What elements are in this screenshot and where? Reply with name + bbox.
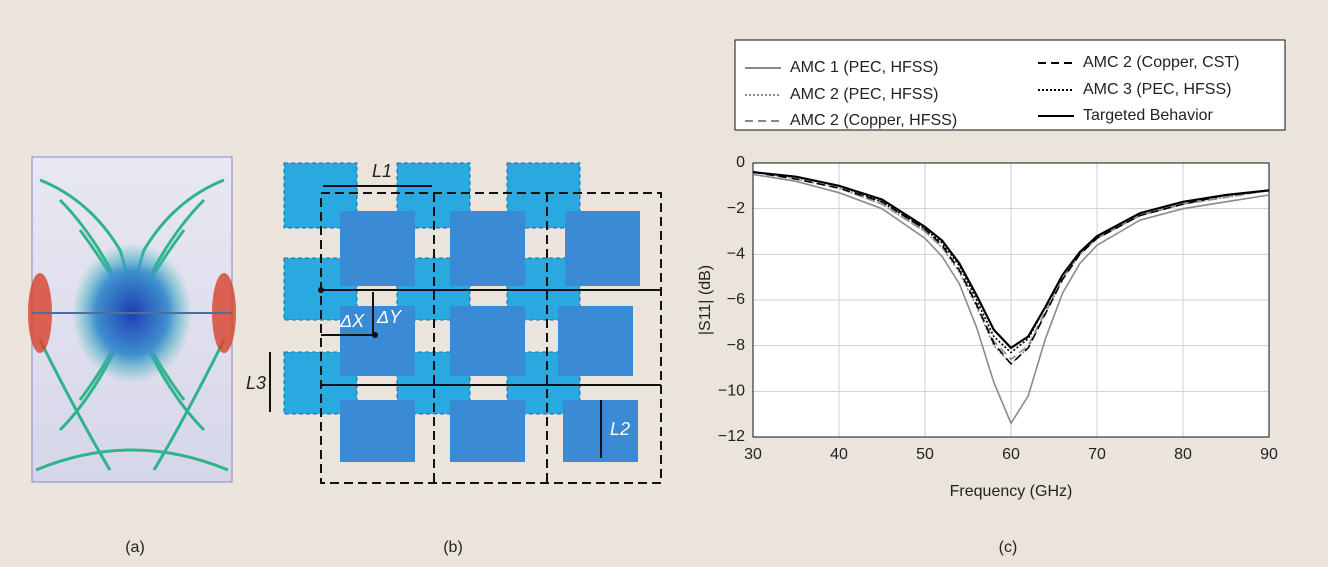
- label-l2: L2: [610, 419, 630, 439]
- series-line: [752, 171, 1270, 350]
- legend-label: AMC 2 (Copper, CST): [1083, 54, 1239, 71]
- legend-label: AMC 1 (PEC, HFSS): [790, 59, 938, 76]
- field-plot: [28, 156, 236, 483]
- panel-label: (b): [443, 539, 463, 556]
- panel-label: (c): [999, 539, 1018, 556]
- y-tick-label: −2: [727, 200, 745, 217]
- y-tick-label: −4: [727, 246, 745, 263]
- label-l3: L3: [246, 373, 266, 393]
- label-l1: L1: [372, 161, 392, 181]
- x-tick-label: 40: [830, 446, 848, 463]
- legend-label: AMC 2 (Copper, HFSS): [790, 112, 957, 129]
- legend-label: Targeted Behavior: [1083, 107, 1214, 124]
- plot-frame: [752, 162, 1270, 438]
- x-tick-label: 90: [1260, 446, 1278, 463]
- legend-label: AMC 2 (PEC, HFSS): [790, 86, 938, 103]
- y-tick-label: −8: [727, 337, 745, 354]
- label-dy: ΔY: [376, 307, 403, 327]
- series-line: [752, 173, 1270, 426]
- legend-label: AMC 3 (PEC, HFSS): [1083, 81, 1231, 98]
- panel-label: (a): [125, 539, 145, 556]
- label-dx: ΔX: [339, 311, 365, 331]
- y-tick-label: −6: [727, 291, 745, 308]
- x-tick-label: 50: [916, 446, 934, 463]
- x-tick-label: 60: [1002, 446, 1020, 463]
- unit-cell-diagram: [269, 162, 662, 484]
- x-tick-label: 80: [1174, 446, 1192, 463]
- y-tick-label: −10: [718, 383, 745, 400]
- x-tick-label: 30: [744, 446, 762, 463]
- y-axis-label: |S11| (dB): [697, 265, 714, 335]
- y-tick-label: −12: [718, 428, 745, 445]
- y-tick-label: 0: [736, 154, 745, 171]
- x-tick-label: 70: [1088, 446, 1106, 463]
- legend-box: [734, 39, 1286, 131]
- x-axis-label: Frequency (GHz): [950, 483, 1073, 500]
